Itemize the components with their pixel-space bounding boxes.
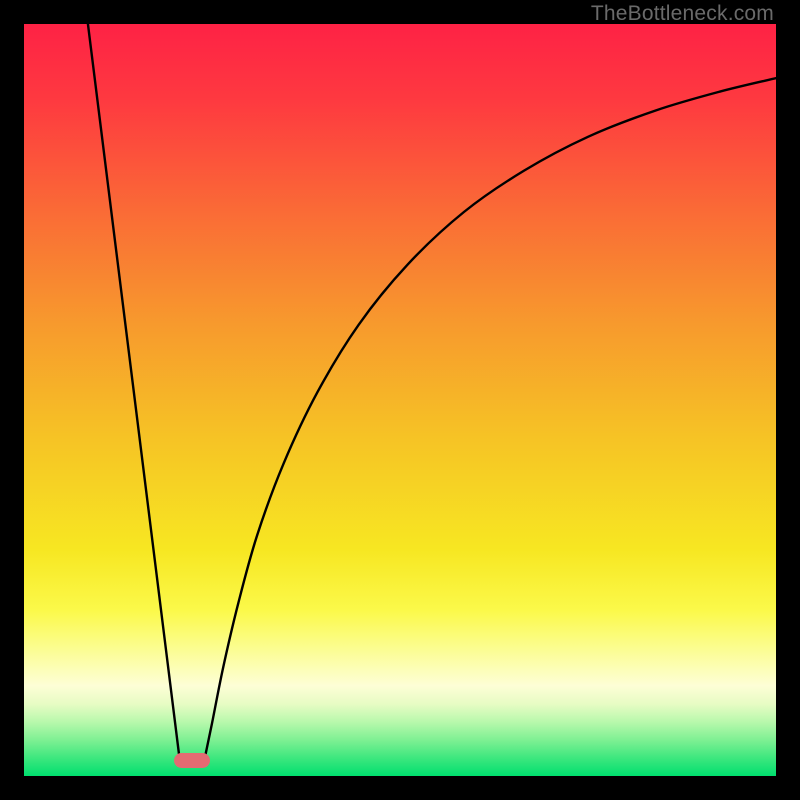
watermark-label: TheBottleneck.com <box>591 2 774 26</box>
plot-area <box>24 24 776 776</box>
optimal-point-marker <box>174 753 210 768</box>
bottleneck-curve <box>24 24 776 776</box>
